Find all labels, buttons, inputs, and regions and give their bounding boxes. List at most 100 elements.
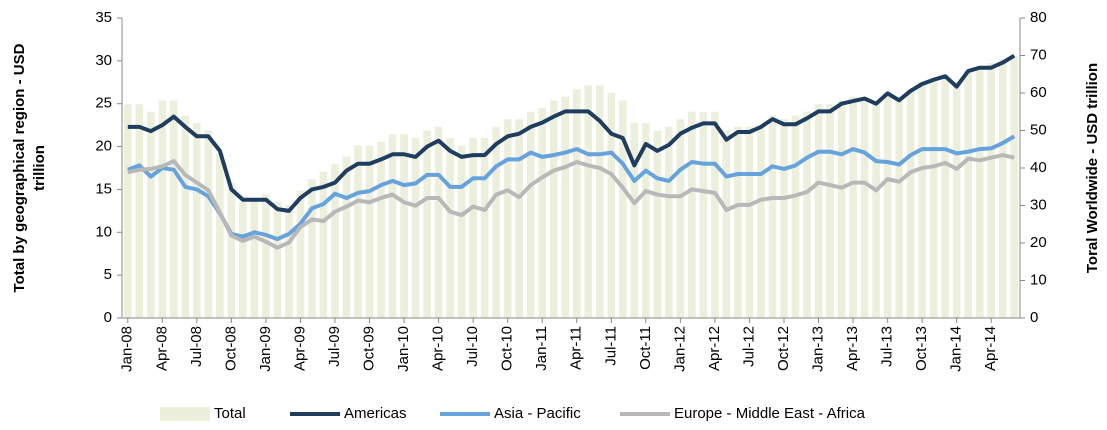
bar bbox=[929, 78, 938, 318]
x-tick-label: Apr-14 bbox=[982, 326, 999, 371]
bar bbox=[699, 111, 708, 318]
legend-label: Americas bbox=[344, 405, 407, 422]
bar bbox=[607, 93, 616, 318]
bar bbox=[446, 138, 454, 318]
bar bbox=[630, 123, 639, 318]
x-tick-label: Jan-09 bbox=[257, 326, 274, 372]
y-axis-title: Total by geographical region - USD bbox=[11, 43, 28, 292]
bar bbox=[688, 111, 696, 318]
bar bbox=[204, 130, 213, 318]
legend-swatch bbox=[160, 407, 210, 421]
line bbox=[127, 134, 1016, 242]
bar bbox=[872, 100, 880, 318]
y2-tick-label: 20 bbox=[1030, 234, 1047, 251]
bar bbox=[952, 81, 961, 318]
bar bbox=[837, 100, 846, 318]
bar bbox=[365, 145, 374, 318]
bar bbox=[561, 96, 570, 318]
bar bbox=[434, 126, 443, 318]
bar bbox=[941, 74, 949, 318]
y-axis-title: trillion bbox=[31, 145, 48, 191]
line bbox=[127, 153, 1015, 250]
bar bbox=[803, 111, 811, 318]
bar bbox=[768, 115, 777, 318]
bar bbox=[676, 119, 685, 318]
bar bbox=[734, 126, 742, 318]
y-tick-label: 0 bbox=[104, 309, 112, 326]
bar bbox=[492, 126, 500, 318]
bar bbox=[918, 81, 926, 318]
bar bbox=[538, 108, 547, 318]
x-tick-label: Jul-08 bbox=[188, 326, 205, 367]
y2-tick-label: 30 bbox=[1030, 196, 1047, 213]
bar bbox=[653, 130, 662, 318]
bar bbox=[181, 115, 190, 318]
bar bbox=[860, 96, 869, 318]
bar bbox=[423, 130, 431, 318]
bar bbox=[665, 126, 673, 318]
bar bbox=[526, 111, 535, 318]
legend-label: Europe - Middle East - Africa bbox=[674, 405, 866, 422]
bar bbox=[285, 205, 293, 318]
x-tick-label: Apr-09 bbox=[291, 326, 308, 371]
x-tick-label: Apr-11 bbox=[568, 326, 585, 370]
x-tick-label: Oct-11 bbox=[637, 326, 654, 370]
bar bbox=[503, 119, 512, 318]
bar bbox=[906, 89, 915, 318]
x-tick-label: Jul-09 bbox=[326, 326, 343, 367]
bar bbox=[849, 96, 857, 318]
bar bbox=[642, 123, 650, 318]
bar bbox=[895, 100, 903, 318]
bar bbox=[711, 111, 719, 318]
x-tick-label: Jan-11 bbox=[533, 326, 550, 371]
x-tick-label: Jul-13 bbox=[879, 326, 896, 367]
bar bbox=[170, 100, 178, 318]
bar bbox=[388, 134, 397, 318]
bar bbox=[515, 119, 523, 318]
x-tick-label: Apr-12 bbox=[706, 326, 723, 371]
bar bbox=[135, 104, 144, 318]
bar bbox=[975, 66, 984, 318]
x-tick-label: Jul-11 bbox=[602, 326, 619, 366]
legend-label: Total bbox=[214, 405, 246, 422]
bar bbox=[572, 89, 581, 318]
bar bbox=[216, 153, 224, 318]
bar bbox=[595, 85, 604, 318]
x-tick-label: Apr-13 bbox=[844, 326, 861, 371]
y2-tick-label: 50 bbox=[1030, 121, 1047, 138]
x-tick-label: Jul-10 bbox=[464, 326, 481, 367]
bar bbox=[619, 100, 627, 318]
bar bbox=[457, 145, 466, 318]
x-tick-label: Oct-10 bbox=[499, 326, 516, 371]
bar bbox=[1010, 55, 1019, 318]
bar bbox=[377, 141, 385, 318]
bar bbox=[296, 190, 305, 318]
bar bbox=[239, 201, 247, 318]
y2-tick-label: 70 bbox=[1030, 46, 1047, 63]
x-tick-label: Jan-12 bbox=[671, 326, 688, 372]
y-tick-label: 5 bbox=[104, 266, 112, 283]
bar bbox=[964, 70, 972, 318]
y2-tick-label: 40 bbox=[1030, 159, 1047, 176]
y2-tick-label: 60 bbox=[1030, 84, 1047, 101]
bar bbox=[331, 164, 339, 318]
bar bbox=[400, 134, 408, 318]
bar bbox=[227, 183, 236, 318]
bar bbox=[123, 104, 132, 318]
y-tick-label: 30 bbox=[95, 52, 112, 69]
x-tick-label: Oct-13 bbox=[913, 326, 930, 371]
x-tick-label: Oct-09 bbox=[360, 326, 377, 371]
bar bbox=[780, 119, 788, 318]
y-tick-label: 10 bbox=[95, 223, 112, 240]
bar bbox=[146, 111, 155, 318]
bar bbox=[319, 171, 328, 318]
bar bbox=[193, 123, 201, 318]
x-tick-label: Jul-12 bbox=[740, 326, 757, 367]
x-tick-label: Jan-10 bbox=[395, 326, 412, 372]
x-tick-label: Oct-08 bbox=[222, 326, 239, 371]
bar bbox=[480, 138, 489, 318]
x-tick-label: Apr-10 bbox=[430, 326, 447, 371]
bar bbox=[722, 130, 731, 318]
bar bbox=[584, 85, 593, 318]
